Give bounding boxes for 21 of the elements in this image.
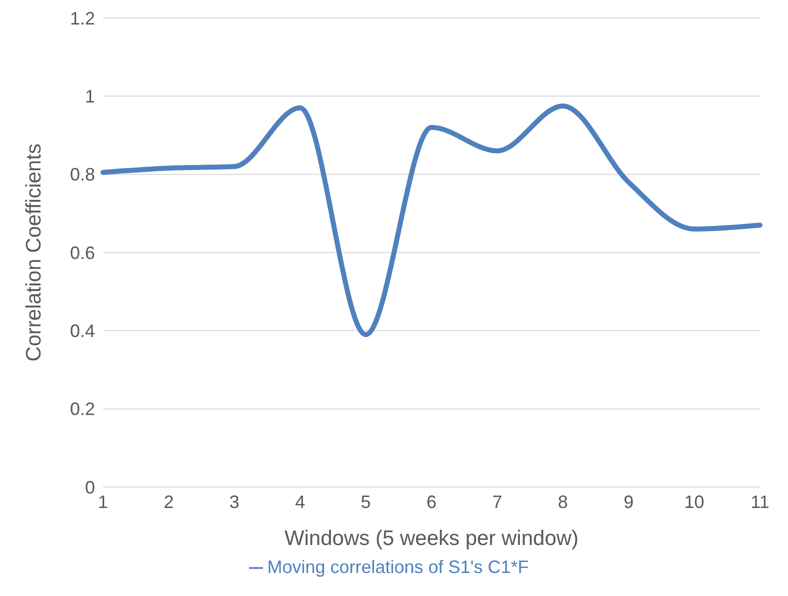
x-axis-title: Windows (5 weeks per window) [284, 527, 579, 550]
x-tick-label: 9 [624, 492, 634, 512]
x-tick-label: 6 [426, 492, 437, 512]
x-tick-label: 8 [558, 492, 568, 512]
y-axis-title: Correlation Coefficients [22, 144, 46, 362]
x-tick-label: 3 [229, 492, 240, 512]
y-tick-label: 0.6 [70, 242, 95, 263]
x-tick-label: 5 [360, 492, 371, 512]
x-tick-label: 4 [295, 492, 306, 512]
y-tick-label: 1 [84, 86, 95, 107]
x-tick-label: 7 [492, 492, 502, 512]
legend-label: Moving correlations of S1's C1*F [267, 557, 529, 577]
y-tick-label: 1.2 [70, 8, 95, 28]
y-tick-label: 0.4 [70, 321, 95, 342]
y-tick-label: 0.2 [70, 399, 95, 420]
x-tick-label: 10 [684, 492, 704, 512]
x-tick-label: 11 [750, 492, 770, 512]
y-tick-label: 0 [84, 477, 95, 498]
x-tick-label: 1 [98, 492, 108, 512]
y-tick-label: 0.8 [70, 164, 95, 185]
x-tick-label: 2 [164, 492, 174, 512]
